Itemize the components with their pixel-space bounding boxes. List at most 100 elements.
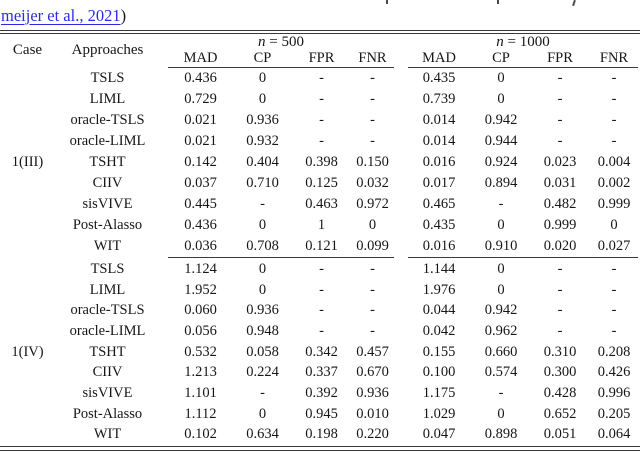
table-cell: 0.936 [246,302,279,319]
table-cell: 0.205 [597,405,631,422]
table-cell: 0.457 [356,343,389,360]
table-cell: 0 [258,217,267,233]
column-header-cp-n1000: CP [492,50,510,66]
table-cell: 0.058 [246,343,279,360]
table-cell: - [611,322,617,339]
table-cell: 0.142 [184,154,217,170]
column-header-fnr-n1000: FNR [599,50,629,66]
table-cell: - [611,133,617,149]
table-cell: - [611,91,617,107]
table-cell: 0.310 [543,343,577,360]
table-cell: 0.729 [184,91,217,107]
table-cell: 0.051 [543,426,577,443]
table-cell: - [319,91,324,107]
table-cell: 0.894 [484,175,518,191]
table-body: TSLS 0.436 0 - - 0.435 0 - - LIML 0.729 … [0,68,640,445]
table-cell: 0.220 [356,426,389,443]
table-cell: 0.932 [246,133,279,149]
table-cell: 0.037 [184,175,217,191]
column-header-fpr-n1000: FPR [547,50,573,66]
table-cell: 0.021 [184,133,217,149]
table-cell: 0.342 [305,343,338,360]
column-header-mad-n500: MAD [183,50,218,66]
table-cell: - [611,260,617,277]
table-cell: 0.944 [484,133,518,149]
block-midrule-n500 [168,257,394,259]
group-header-n1000: n = 1000 [496,34,550,50]
table-cell: - [611,281,617,298]
table-cell: 0.016 [422,238,456,254]
table-cell: 0.014 [422,112,456,128]
table-cell: 0.634 [246,426,279,443]
table-cell: - [557,322,563,339]
table-cell: - [370,302,375,319]
table-cell: 0.014 [422,133,456,149]
table-cell: 0 [497,91,505,107]
table-cell: 0.739 [422,91,456,107]
table-cell: - [319,260,324,277]
table-cell: - [319,281,324,298]
table-cell: - [611,302,617,319]
approach-label: Post-Alasso [72,217,143,233]
approach-label: oracle-TSLS [70,302,145,319]
table-cell: - [319,322,324,339]
table-row: Post-Alasso 1.112 0 0.945 0.010 1.029 0 … [0,404,640,425]
table-cell: 0.898 [484,426,518,443]
column-header-cp-n500: CP [253,50,272,66]
approach-label: WIT [93,238,122,254]
table-cell: 0.198 [305,426,338,443]
table-cell: 0.121 [305,238,338,254]
table-cell: 0.660 [484,343,518,360]
column-header-approaches: Approaches [71,42,144,58]
table-cell: 0.016 [422,154,456,170]
table-cell: - [557,281,563,298]
table-row: TSLS 0.436 0 - - 0.435 0 - - [0,68,640,89]
table-cell: 0.031 [543,175,577,191]
table-cell: 0.155 [422,343,456,360]
table-row: 1(III) TSHT 0.142 0.404 0.398 0.150 0.01… [0,152,640,173]
table-row: sisVIVE 0.445 - 0.463 0.972 0.465 - 0.48… [0,194,640,215]
table-row: oracle-LIML 0.056 0.948 - - 0.042 0.962 … [0,321,640,342]
table-top-rule-2 [0,33,640,34]
citation-link[interactable]: meijer et al., 2021 [1,6,121,25]
table-cell: - [557,133,563,149]
table-cell: 0.032 [356,175,389,191]
table-cell: 1.175 [422,384,456,401]
table-cell: 0 [497,281,505,298]
table-cell: 0.398 [305,154,338,170]
citation-line: meijer et al., 2021) [1,6,126,26]
table-cell: 0 [258,70,267,86]
table-row: oracle-TSLS 0.060 0.936 - - 0.044 0.942 … [0,300,640,321]
table-cell: 0 [258,91,267,107]
table-cell: 0.102 [184,426,217,443]
approach-label: TSHT [89,343,126,360]
table-cell: 0.465 [422,196,456,212]
table-cell: 0 [258,260,267,277]
table-cell: - [557,70,563,86]
table-cell: 0.426 [597,364,631,381]
header-midrule-n500 [168,67,394,69]
table-cell: - [319,133,324,149]
table-cell: 0.017 [422,175,456,191]
table-cell: 1.101 [184,384,217,401]
table-cell: 0.404 [246,154,279,170]
block-separator-rule [0,257,640,259]
approach-label: sisVIVE [82,384,133,401]
table-cell: 0.936 [246,112,279,128]
table-cell: - [370,133,375,149]
table-row: WIT 0.036 0.708 0.121 0.099 0.016 0.910 … [0,236,640,257]
table-cell: 0.670 [356,364,389,381]
approach-label: WIT [93,426,122,443]
table-cell: 0.300 [543,364,577,381]
table-cell: 0.942 [484,112,518,128]
table-cell: 0.150 [356,154,389,170]
table-cell: 0.910 [484,238,518,254]
approach-label: Post-Alasso [72,405,143,422]
table-cell: 0.044 [422,302,456,319]
column-header-fpr-n500: FPR [308,50,335,66]
table-top-rule-1 [0,29,640,31]
table-cell: 0.100 [422,364,456,381]
table-cell: 0.020 [543,238,577,254]
table-row: TSLS 1.124 0 - - 1.144 0 - - [0,259,640,280]
